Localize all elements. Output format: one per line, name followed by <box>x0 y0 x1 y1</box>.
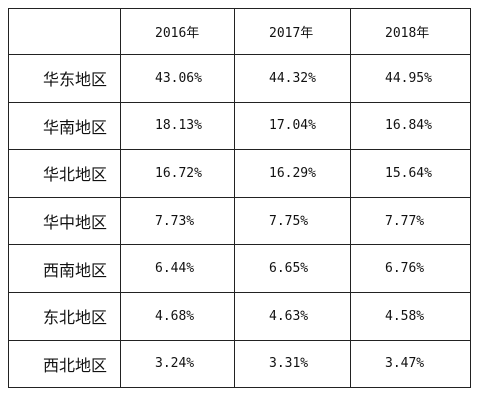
table-cell: 4.58% <box>350 291 471 341</box>
table-cell: 3.24% <box>120 339 235 389</box>
table-cell: 4.68% <box>120 291 235 341</box>
table-cell: 7.77% <box>350 196 471 246</box>
row-label: 华中地区 <box>8 196 121 246</box>
table-row: 西南地区 6.44% 6.65% 6.76% <box>8 244 471 293</box>
table-cell: 6.76% <box>350 244 471 293</box>
table-cell: 16.72% <box>120 149 235 198</box>
table-cell: 3.47% <box>350 339 471 389</box>
table-cell: 43.06% <box>120 54 235 103</box>
table-row: 华中地区 7.73% 7.75% 7.77% <box>8 196 471 246</box>
table-body: 2016年 2017年 2018年 华东地区 43.06% 44.32% 44.95% 华南地… <box>8 8 471 389</box>
table-row: 华东地区 43.06% 44.32% 44.95% <box>8 54 471 103</box>
table-cell: 17.04% <box>234 101 351 151</box>
row-label: 西南地区 <box>8 244 121 293</box>
table-cell: 15.64% <box>350 149 471 198</box>
table-cell: 3.31% <box>234 339 351 389</box>
row-label: 华东地区 <box>8 54 121 103</box>
table-cell: 16.29% <box>234 149 351 198</box>
column-header: 2017年 <box>234 8 351 55</box>
table-cell: 44.32% <box>234 54 351 103</box>
table-cell: 4.63% <box>234 291 351 341</box>
table-row: 西北地区 3.24% 3.31% 3.47% <box>8 339 471 389</box>
row-label: 东北地区 <box>8 291 121 341</box>
table-row: 华北地区 16.72% 16.29% 15.64% <box>8 149 471 198</box>
column-header: 2018年 <box>350 8 471 55</box>
table-row: 东北地区 4.68% 4.63% 4.58% <box>8 291 471 341</box>
row-label: 华北地区 <box>8 149 121 198</box>
row-label: 华南地区 <box>8 101 121 151</box>
table-cell: 6.65% <box>234 244 351 293</box>
row-label: 西北地区 <box>8 339 121 389</box>
table-cell: 7.73% <box>120 196 235 246</box>
table-cell: 18.13% <box>120 101 235 151</box>
data-table: 2016年 2017年 2018年 华东地区 43.06% 44.32% 44.95% 华南地… <box>8 8 471 389</box>
corner-cell <box>8 8 121 55</box>
column-header: 2016年 <box>120 8 235 55</box>
table-cell: 7.75% <box>234 196 351 246</box>
table-cell: 44.95% <box>350 54 471 103</box>
table-cell: 6.44% <box>120 244 235 293</box>
table-cell: 16.84% <box>350 101 471 151</box>
header-row: 2016年 2017年 2018年 <box>8 8 471 55</box>
table-row: 华南地区 18.13% 17.04% 16.84% <box>8 101 471 151</box>
